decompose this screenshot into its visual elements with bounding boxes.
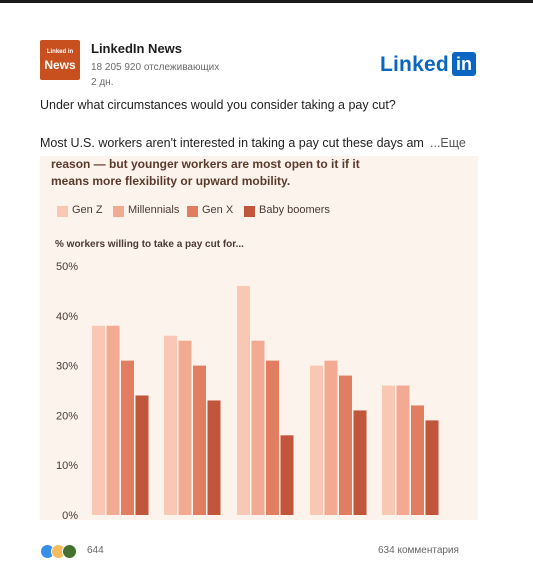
bar-gen-x xyxy=(121,360,134,515)
brand-word: Linked xyxy=(380,53,449,76)
bar-millennials xyxy=(178,340,192,515)
page-logo[interactable]: Linked in News xyxy=(40,40,80,80)
y-tick-label: 0% xyxy=(62,510,78,520)
legend-label: Gen X xyxy=(202,204,234,216)
logo-big-text: News xyxy=(44,58,76,72)
bar-millennials xyxy=(106,325,120,515)
legend-label: Millennials xyxy=(128,204,180,216)
chart-headline-line2: means more flexibility or upward mobilit… xyxy=(51,174,291,188)
post-time: 2 дн. xyxy=(91,77,114,88)
bar-gen-z xyxy=(382,385,395,515)
reactions-count[interactable]: 644 xyxy=(87,545,104,556)
bar-gen-x xyxy=(339,375,352,515)
bar-baby-boomers xyxy=(135,395,149,515)
bar-millennials xyxy=(396,385,410,515)
post-question: Under what circumstances would you consi… xyxy=(40,98,396,112)
legend-swatch xyxy=(244,206,255,217)
chart-headline: reason — but younger workers are most op… xyxy=(51,156,360,190)
chart-headline-line1: reason — but younger workers are most op… xyxy=(51,157,360,171)
legend-label: Baby boomers xyxy=(259,204,330,216)
support-reaction-icon xyxy=(62,544,77,559)
y-tick-label: 40% xyxy=(56,311,78,323)
page-name[interactable]: LinkedIn News xyxy=(91,41,183,56)
chart-image[interactable]: reason — but younger workers are most op… xyxy=(40,156,478,520)
bar-gen-x xyxy=(266,360,279,515)
bar-baby-boomers xyxy=(207,400,221,515)
bar-millennials xyxy=(251,340,265,515)
bar-gen-z xyxy=(164,335,177,515)
legend-label: Gen Z xyxy=(72,204,103,216)
bar-gen-x xyxy=(193,365,206,515)
comments-count[interactable]: 634 комментария xyxy=(378,545,459,556)
legend-swatch xyxy=(57,206,68,217)
bar-plot: 0% 10% 20% 30% 40% 50% xyxy=(56,261,439,520)
window-top-border xyxy=(0,0,533,3)
bar-baby-boomers xyxy=(280,435,294,515)
post-description: Most U.S. workers aren't interested in t… xyxy=(40,136,424,150)
bar-baby-boomers xyxy=(353,410,367,515)
logo-small-text: Linked in xyxy=(46,49,74,55)
bar-gen-z xyxy=(92,325,105,515)
y-tick-label: 10% xyxy=(56,460,78,472)
brand-in-badge: in xyxy=(452,52,476,76)
y-tick-label: 30% xyxy=(56,361,78,373)
legend-swatch xyxy=(187,206,198,217)
chart-subtitle: % workers willing to take a pay cut for.… xyxy=(55,239,244,250)
see-more-link[interactable]: ...Еще xyxy=(430,136,466,150)
y-tick-label: 50% xyxy=(56,261,78,273)
bar-millennials xyxy=(324,360,338,515)
y-tick-label: 20% xyxy=(56,410,78,422)
followers-count: 18 205 920 отслеживающих xyxy=(91,62,220,73)
bar-gen-x xyxy=(411,405,424,515)
bar-gen-z xyxy=(310,365,323,515)
bar-baby-boomers xyxy=(425,420,439,515)
bar-gen-z xyxy=(237,285,250,515)
legend-swatch xyxy=(113,206,124,217)
